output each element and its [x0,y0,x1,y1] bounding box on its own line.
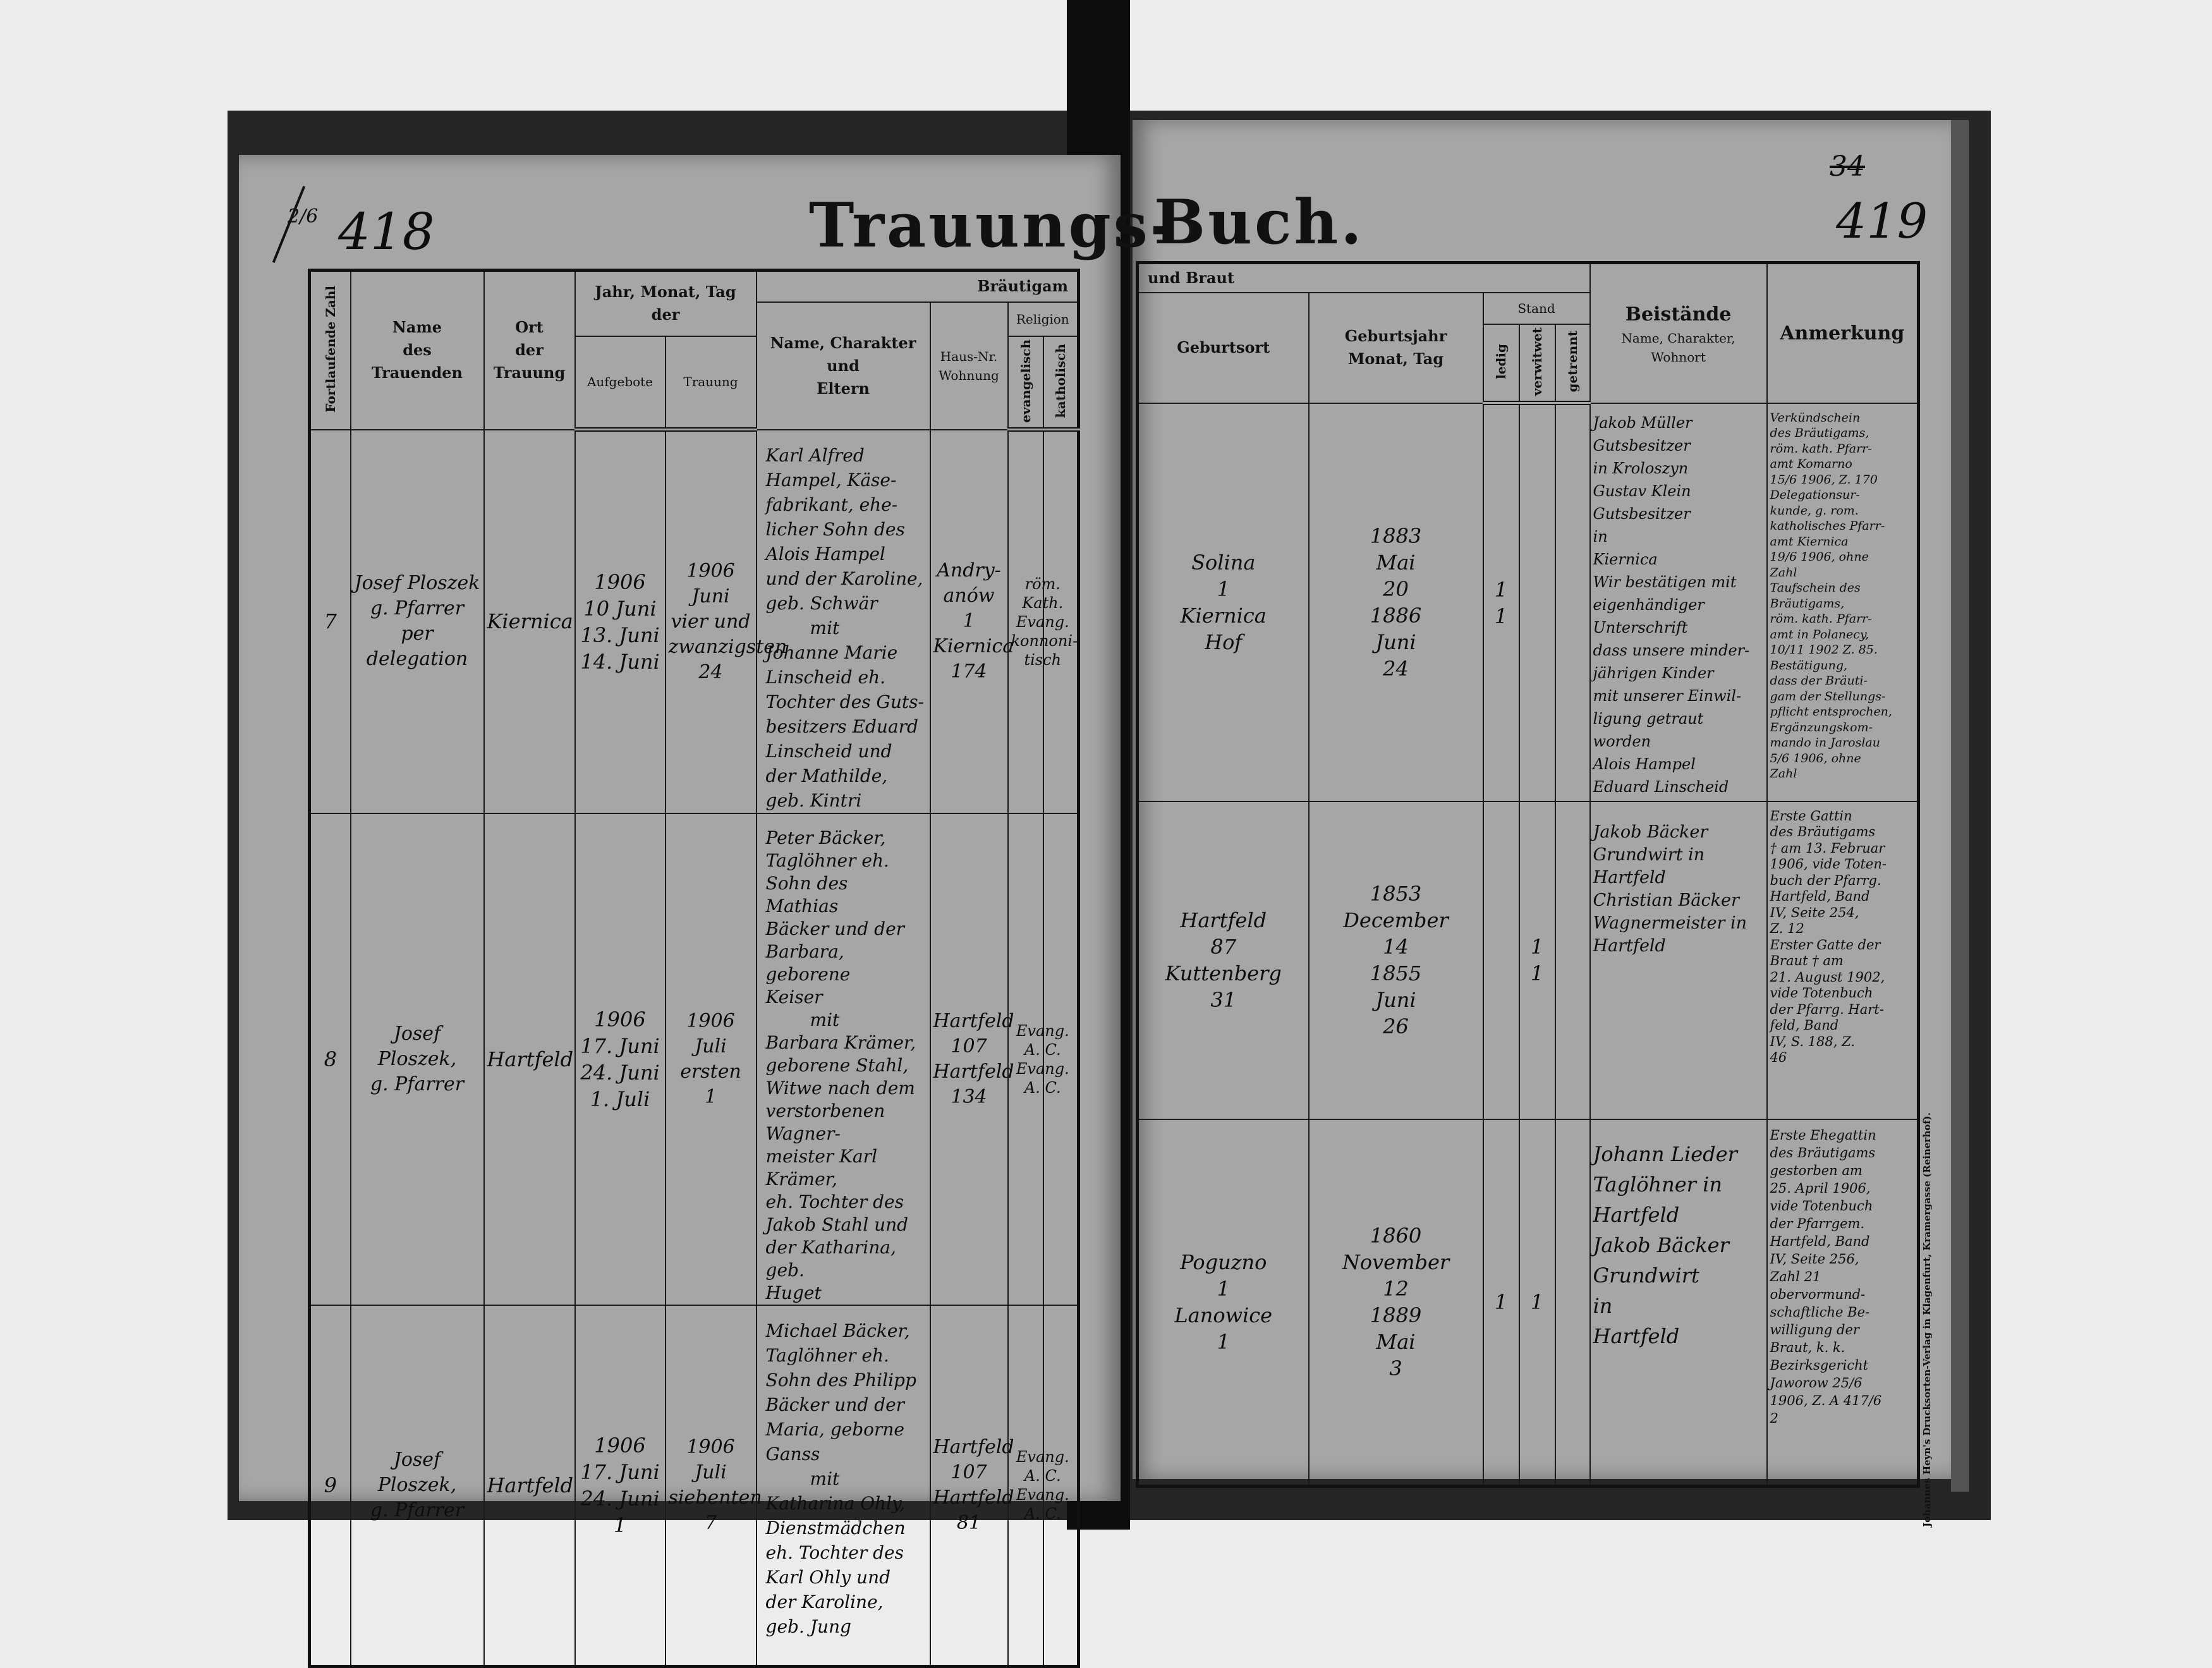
wedding-place: Hartfeld [483,1304,576,1667]
entry-number: 8 [308,812,351,1306]
groom-details: Karl Alfred Hampel, Käse- fabrikant, ehe… [765,444,923,614]
table-row: 9 Josef Ploszek, g. Pfarrer Hartfeld 190… [308,1304,1079,1667]
house-number: Hartfeld 107 Hartfeld 81 [929,1304,1014,1667]
col-number-header: Fortlaufende Zahl [308,269,351,430]
col-birthplace-header: Geburtsort [1136,292,1310,404]
bride-details: Katharina Ohly, Dienstmädchen eh. Tochte… [765,1492,906,1637]
birthplace: Hartfeld 87 Kuttenberg 31 [1136,800,1310,1120]
birthplace: Solina 1 Kiernica Hof [1136,402,1310,802]
groom-details: Peter Bäcker, Taglöhner eh. Sohn des Mat… [765,827,905,1007]
col-house-header: Haus-Nr. Wohnung [929,301,1009,430]
remarks: Verkündschein des Bräutigams, röm. kath.… [1766,402,1919,802]
birthplace: Poguzno 1 Lanowice 1 [1136,1118,1310,1487]
religion: Evang. A. C. Evang. A. C. [1007,1304,1079,1667]
couple-names-parents: Michael Bäcker, Taglöhner eh. Sohn des P… [755,1304,931,1667]
groom-group-header: Bräutigam [755,269,1079,303]
status-divorced [1554,402,1591,802]
col-catholic-header: katholisch [1042,335,1079,432]
col-date-group-header: Jahr, Monat, Tag der [574,269,757,337]
banns-dates: 1906 17. Juni 24. Juni 1. Juli [574,812,666,1306]
col-widowed-header: verwitwet [1518,324,1556,406]
with-label: mit [810,617,840,638]
title-right: Buch. [1154,186,1364,258]
banns-dates: 1906 10 Juni 13. Juni 14. Juni [574,429,666,814]
col-witnesses-header: Beistände Name, Charakter, Wohnort [1589,262,1768,404]
table-row: 7 Josef Ploszek g. Pfarrer per delegatio… [308,429,1079,814]
col-place-header: Ort der Trauung [483,269,576,430]
status-divorced [1554,800,1591,1120]
remarks: Erste Ehegattin des Bräutigams gestorben… [1766,1118,1919,1487]
entry-number: 7 [308,429,351,814]
col-wedding-header: Trauung [664,335,757,432]
status-divorced [1554,1118,1591,1487]
groom-details: Michael Bäcker, Taglöhner eh. Sohn des P… [765,1320,916,1464]
banns-dates: 1906 17. Juni 24. Juni 1 [574,1304,666,1667]
house-number: Andry- anów 1 Kiernica 174 [929,429,1014,814]
page-number-right: 419 [1836,193,1928,249]
col-officiant-header: Name des Trauenden [349,269,485,430]
with-label: mit [810,1009,840,1030]
witnesses: Jakob Müller Gutsbesitzer in Kroloszyn G… [1589,402,1768,802]
birthdate: 1883 Mai 20 1886 Juni 24 [1308,402,1484,802]
officiant: Josef Ploszek, g. Pfarrer [349,812,485,1306]
col-divorced-header: getrennt [1554,324,1591,406]
title-left: Trauungs- [809,190,1178,261]
with-label: mit [810,1468,840,1489]
wedding-date: 1906 Juli ersten 1 [664,812,757,1306]
bride-details: Johanne Marie Linscheid eh. Tochter des … [765,642,924,811]
entry-number: 9 [308,1304,351,1667]
crossed-page-number: 34 [1830,150,1865,183]
printer-imprint: Johannes Heyn's Drucksorten-Verlag in Kl… [1921,1112,1933,1527]
col-evangelical-header: evangelisch [1007,335,1044,432]
wedding-date: 1906 Juli siebenten 7 [664,1304,762,1667]
bride-group-header: und Braut [1136,262,1591,293]
status-single [1482,800,1520,1120]
col-single-header: ledig [1482,324,1520,406]
couple-names-parents: Karl Alfred Hampel, Käse- fabrikant, ehe… [755,429,931,814]
col-status-header: Stand [1482,292,1591,325]
officiant: Josef Ploszek, g. Pfarrer [349,1304,485,1667]
bride-details: Barbara Krämer, geborene Stahl, Witwe na… [765,1032,916,1303]
table-row: Solina 1 Kiernica Hof 1883 Mai 20 1886 Jun… [1136,402,1919,802]
status-widowed: 1 [1518,1118,1556,1487]
birthdate: 1860 November 12 1889 Mai 3 [1308,1118,1484,1487]
wedding-date: 1906 Juni vier und zwanzigsten 24 [664,429,787,814]
religion: Evang. A. C. Evang. A. C. [1007,812,1079,1306]
remarks: Erste Gattin des Bräutigams † am 13. Feb… [1766,800,1919,1120]
groom-register-table: Fortlaufende Zahl Name des Trauenden Ort… [308,269,1081,1668]
wedding-place: Hartfeld [483,812,576,1306]
col-name-parents-header: Name, Charakter und Eltern [755,301,931,430]
witnesses: Johann Lieder Taglöhner in Hartfeld Jako… [1589,1118,1768,1487]
status-widowed [1518,402,1556,802]
col-birthdate-header: Geburtsjahr Monat, Tag [1308,292,1484,404]
status-single: 1 [1482,1118,1520,1487]
house-number: Hartfeld 107 Hartfeld 134 [929,812,1014,1306]
couple-names-parents: Peter Bäcker, Taglöhner eh. Sohn des Mat… [755,812,931,1306]
birthdate: 1853 December 14 1855 Juni 26 [1308,800,1484,1120]
table-row: 8 Josef Ploszek, g. Pfarrer Hartfeld 190… [308,812,1079,1306]
page-edge [1951,120,1969,1492]
officiant: Josef Ploszek g. Pfarrer per delegation [349,429,485,814]
col-religion-header: Religion [1007,301,1079,337]
wedding-place: Kiernica [483,429,576,814]
col-remarks-header: Anmerkung [1766,262,1919,404]
table-row: Hartfeld 87 Kuttenberg 31 1853 December 1… [1136,800,1919,1120]
col-banns-header: Aufgebote [574,335,666,432]
table-row: Poguzno 1 Lanowice 1 1860 November 12 1889… [1136,1118,1919,1487]
page-number-left: 418 [338,202,435,261]
bride-register-table: und Braut Beistände Name, Charakter, Wohn… [1136,261,1921,1488]
witnesses: Jakob Bäcker Grundwirt in Hartfeld Chris… [1589,800,1768,1120]
religion: röm. Kath. Evang. konnoni- tisch [1007,429,1079,814]
